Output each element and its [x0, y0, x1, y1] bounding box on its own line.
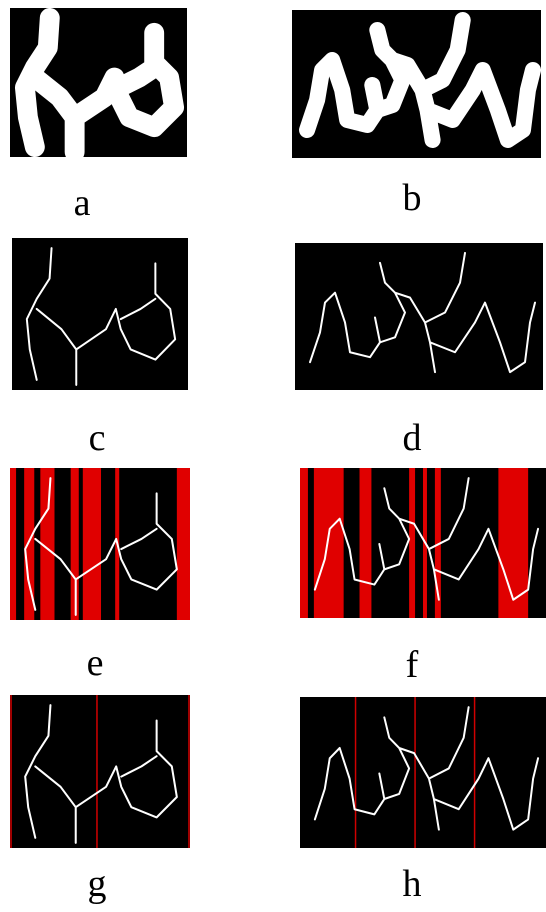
panel-a: [10, 8, 187, 157]
panel-e: [10, 468, 190, 620]
panel-label: c: [89, 417, 106, 459]
panel-label: b: [403, 177, 422, 219]
panel-label: g: [88, 863, 107, 905]
panel-g: [10, 695, 190, 848]
panel-f: [300, 468, 546, 618]
panel-label: e: [87, 642, 104, 684]
panel-label: a: [74, 182, 91, 224]
panel-b: [292, 10, 541, 158]
panel-label: h: [403, 863, 422, 905]
panel-h: [300, 697, 546, 848]
figure: a b c d e f g h: [0, 0, 546, 912]
panel-label: d: [403, 417, 422, 459]
page: a b c d e f g h (() => { const data = JS…: [0, 0, 546, 912]
panel-label: f: [406, 644, 419, 686]
panel-d: [295, 243, 543, 390]
panel-c: [12, 238, 188, 390]
